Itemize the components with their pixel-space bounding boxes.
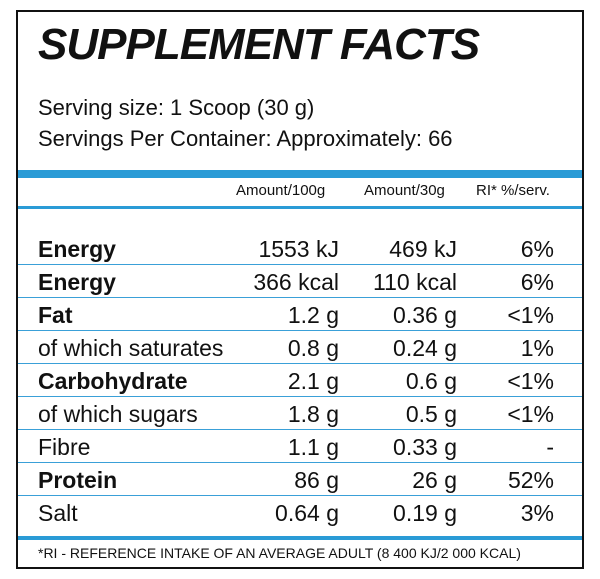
header-divider-thin <box>18 206 582 209</box>
nutrient-name: Fibre <box>38 434 91 460</box>
nutrient-name: Protein <box>38 467 118 493</box>
ri-percent: 3% <box>520 500 554 526</box>
amount-per-30g: 0.33 g <box>393 434 457 460</box>
amount-per-100g: 0.8 g <box>287 335 339 361</box>
ri-percent: 52% <box>507 467 554 493</box>
column-header-row: Amount/100g Amount/30g RI* %/serv. <box>18 182 582 204</box>
nutrient-table: Energy 1553 kJ 469 kJ 6% Energy 366 kcal 110 k… <box>18 232 582 529</box>
amount-per-30g: 0.19 g <box>393 500 457 526</box>
ri-percent: 6% <box>520 269 554 295</box>
row-divider <box>18 363 582 364</box>
panel-title: SUPPLEMENT FACTS <box>38 20 480 69</box>
amount-per-30g: 110 kcal <box>373 269 457 295</box>
row-divider <box>18 495 582 496</box>
ri-percent: <1% <box>507 368 554 394</box>
row-divider <box>18 264 582 265</box>
supplement-facts-panel: SUPPLEMENT FACTS Serving size: 1 Scoop (… <box>16 10 584 569</box>
header-divider-thick <box>18 170 582 178</box>
ri-percent: <1% <box>507 401 554 427</box>
table-row: of which sugars 1.8 g 0.5 g <1% <box>18 397 582 430</box>
table-row: Salt 0.64 g 0.19 g 3% <box>18 496 582 529</box>
nutrient-name: Fat <box>38 302 73 328</box>
nutrient-name: of which saturates <box>38 335 224 361</box>
row-divider <box>18 330 582 331</box>
amount-per-30g: 0.5 g <box>405 401 457 427</box>
ri-percent: 1% <box>520 335 554 361</box>
amount-per-100g: 2.1 g <box>287 368 339 394</box>
table-row: Fibre 1.1 g 0.33 g - <box>18 430 582 463</box>
amount-per-100g: 1553 kJ <box>258 236 339 262</box>
servings-per-container: Servings Per Container: Approximately: 6… <box>38 126 453 151</box>
nutrient-name: Energy <box>38 236 116 262</box>
amount-per-100g: 1.2 g <box>287 302 339 328</box>
table-row: Energy 366 kcal 110 kcal 6% <box>18 265 582 298</box>
ri-percent: 6% <box>520 236 554 262</box>
ri-percent: <1% <box>507 302 554 328</box>
nutrient-name: Salt <box>38 500 78 526</box>
column-header-ri: RI* %/serv. <box>476 182 550 199</box>
row-divider <box>18 429 582 430</box>
serving-size: Serving size: 1 Scoop (30 g) <box>38 95 315 120</box>
amount-per-100g: 0.64 g <box>275 500 339 526</box>
amount-per-100g: 86 g <box>294 467 339 493</box>
table-row: of which saturates 0.8 g 0.24 g 1% <box>18 331 582 364</box>
ri-percent: - <box>546 434 554 460</box>
row-divider <box>18 297 582 298</box>
amount-per-30g: 0.6 g <box>405 368 457 394</box>
footnote: *RI - REFERENCE INTAKE OF AN AVERAGE ADU… <box>38 545 521 561</box>
amount-per-30g: 0.24 g <box>393 335 457 361</box>
amount-per-30g: 0.36 g <box>393 302 457 328</box>
amount-per-30g: 26 g <box>412 467 457 493</box>
row-divider <box>18 462 582 463</box>
amount-per-100g: 366 kcal <box>253 269 339 295</box>
nutrient-name: Energy <box>38 269 116 295</box>
amount-per-30g: 469 kJ <box>389 236 457 262</box>
nutrient-name: Carbohydrate <box>38 368 188 394</box>
table-row: Protein 86 g 26 g 52% <box>18 463 582 496</box>
table-row: Energy 1553 kJ 469 kJ 6% <box>18 232 582 265</box>
footer-divider <box>18 536 582 540</box>
column-header-per30: Amount/30g <box>364 182 445 199</box>
amount-per-100g: 1.8 g <box>287 401 339 427</box>
amount-per-100g: 1.1 g <box>287 434 339 460</box>
column-header-per100: Amount/100g <box>236 182 326 199</box>
table-row: Carbohydrate 2.1 g 0.6 g <1% <box>18 364 582 397</box>
nutrient-name: of which sugars <box>38 401 198 427</box>
row-divider <box>18 396 582 397</box>
table-row: Fat 1.2 g 0.36 g <1% <box>18 298 582 331</box>
